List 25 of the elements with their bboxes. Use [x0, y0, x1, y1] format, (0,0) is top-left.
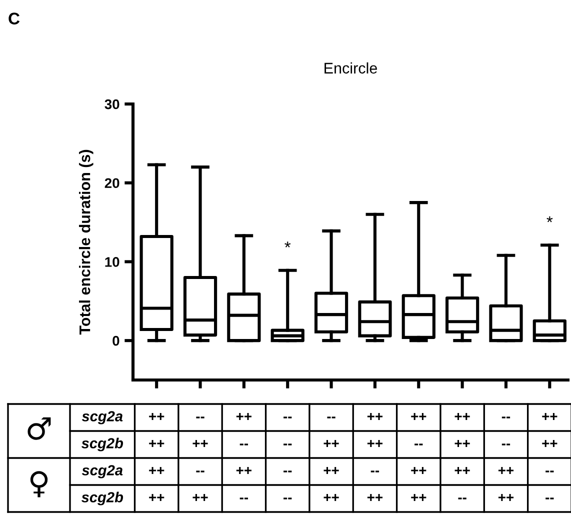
text: scg2a [82, 411, 123, 424]
text: scg2b [81, 492, 124, 506]
category-label: ++ ++ ++ -- [454, 412, 470, 500]
category-label: ++ ++ -- ++ [367, 412, 383, 501]
y-tick-label: 30 [104, 99, 120, 110]
category-label: ++ -- ++ -- [236, 412, 252, 500]
y-tick-label: 20 [104, 178, 120, 188]
category-label: ++ -- ++ ++ [411, 412, 426, 501]
category-label: ++ ++ -- -- [542, 412, 558, 500]
category-label: ++ ++ ++ ++ [149, 412, 164, 501]
text: C [8, 12, 20, 24]
y-tick-label: 10 [105, 257, 120, 267]
category-label: -- ++ -- ++ [192, 416, 208, 501]
annotation: * [284, 242, 291, 248]
chart-title: Encircle [324, 62, 377, 74]
category-label: -- -- -- -- [284, 416, 292, 500]
y-axis-title: Total encircle duration (s) [79, 150, 94, 335]
text: ♀ [30, 471, 48, 498]
category-label: -- ++ ++ ++ [324, 416, 339, 501]
annotation: * [546, 216, 553, 222]
y-tick-label: 0 [112, 336, 120, 346]
text: scg2a [82, 465, 123, 478]
text: scg2b [81, 438, 124, 452]
text: ♂ [28, 417, 51, 440]
category-label: -- -- ++ ++ [498, 416, 514, 501]
